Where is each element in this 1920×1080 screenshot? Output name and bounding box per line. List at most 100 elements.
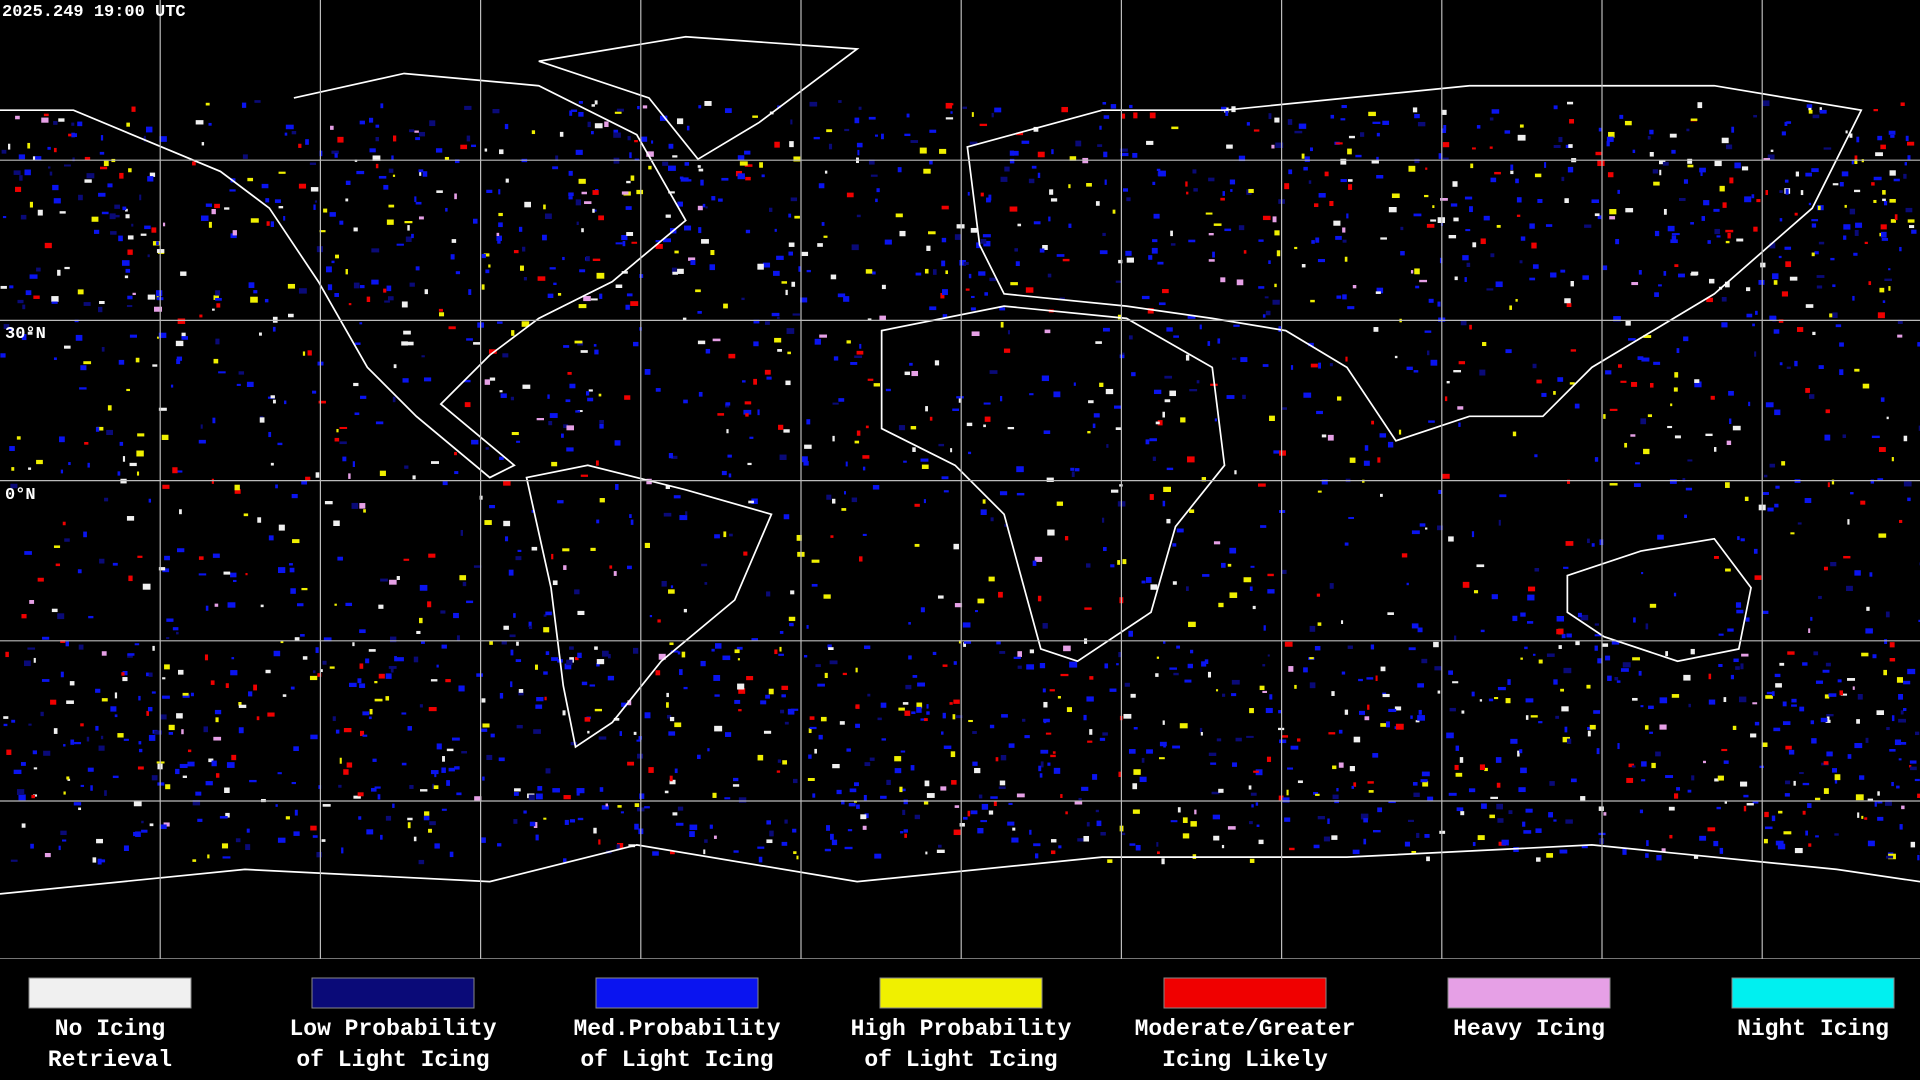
icing-pixel xyxy=(1693,855,1699,859)
icing-pixel xyxy=(192,161,196,166)
icing-pixel xyxy=(1663,208,1667,215)
icing-pixel xyxy=(904,371,910,376)
icing-pixel xyxy=(677,268,684,274)
icing-pixel xyxy=(761,174,765,178)
icing-pixel xyxy=(1877,791,1880,796)
icing-pixel xyxy=(419,617,423,624)
icing-pixel xyxy=(1391,193,1400,199)
icing-pixel xyxy=(1843,235,1847,240)
icing-pixel xyxy=(1787,651,1795,655)
icing-pixel xyxy=(1545,224,1553,227)
icing-pixel xyxy=(1483,215,1490,221)
icing-pixel xyxy=(832,498,836,504)
icing-pixel xyxy=(565,399,571,403)
icing-pixel xyxy=(9,446,15,451)
icing-pixel xyxy=(929,129,937,133)
icing-pixel xyxy=(1905,135,1909,142)
icing-pixel xyxy=(1437,525,1444,531)
icing-pixel xyxy=(121,672,125,676)
icing-pixel xyxy=(139,194,142,201)
icing-pixel xyxy=(1808,109,1813,114)
icing-pixel xyxy=(1119,148,1128,152)
icing-pixel xyxy=(418,131,426,137)
icing-pixel xyxy=(781,694,786,698)
icing-pixel xyxy=(118,359,125,365)
icing-pixel xyxy=(954,805,960,808)
icing-pixel xyxy=(18,794,26,801)
icing-pixel xyxy=(1891,457,1894,462)
icing-pixel xyxy=(1905,207,1913,213)
icing-pixel xyxy=(1671,233,1680,236)
icing-pixel xyxy=(319,230,326,233)
icing-pixel xyxy=(1479,369,1486,376)
icing-pixel xyxy=(1810,616,1813,621)
icing-pixel xyxy=(60,671,64,678)
icing-pixel xyxy=(1408,165,1416,172)
icing-pixel xyxy=(1498,519,1501,526)
icing-pixel xyxy=(587,730,590,734)
icing-pixel xyxy=(639,793,645,799)
icing-pixel xyxy=(1603,812,1607,816)
icing-pixel xyxy=(1180,417,1186,423)
icing-pixel xyxy=(778,424,784,430)
icing-pixel xyxy=(590,547,596,551)
icing-pixel xyxy=(360,395,367,399)
icing-pixel xyxy=(429,821,436,826)
icing-pixel xyxy=(243,513,249,517)
icing-pixel xyxy=(1616,680,1621,683)
icing-pixel xyxy=(1454,276,1458,281)
icing-pixel xyxy=(844,128,850,132)
icing-pixel xyxy=(385,673,392,679)
icing-pixel xyxy=(153,306,162,312)
icing-pixel xyxy=(925,406,928,412)
icing-pixel xyxy=(179,509,182,515)
icing-pixel xyxy=(885,388,891,392)
icing-pixel xyxy=(760,700,767,705)
icing-pixel xyxy=(215,297,222,301)
icing-pixel xyxy=(666,702,669,708)
icing-pixel xyxy=(1877,312,1885,319)
icing-pixel xyxy=(459,575,467,581)
icing-pixel xyxy=(1567,101,1574,105)
icing-pixel xyxy=(1591,199,1599,204)
icing-pixel xyxy=(1162,411,1165,418)
icing-pixel xyxy=(407,225,410,231)
icing-pixel xyxy=(1146,749,1153,754)
icing-pixel xyxy=(1553,679,1558,685)
icing-pixel xyxy=(323,637,332,642)
icing-pixel xyxy=(744,401,752,405)
icing-pixel xyxy=(1155,673,1159,677)
icing-pixel xyxy=(1398,429,1402,435)
icing-pixel xyxy=(1553,391,1556,395)
icing-pixel xyxy=(326,266,332,273)
icing-pixel xyxy=(296,603,304,607)
icing-pixel xyxy=(1854,368,1860,372)
icing-pixel xyxy=(655,240,661,243)
icing-pixel xyxy=(1835,324,1842,328)
icing-pixel xyxy=(1425,167,1428,170)
icing-pixel xyxy=(1754,351,1757,357)
icing-pixel xyxy=(528,625,533,630)
icing-pixel xyxy=(569,819,576,823)
icing-pixel xyxy=(1126,197,1131,202)
icing-pixel xyxy=(552,788,560,793)
icing-pixel xyxy=(1172,581,1177,585)
icing-pixel xyxy=(1718,663,1723,668)
icing-pixel xyxy=(1632,697,1638,701)
icing-pixel xyxy=(904,833,907,838)
icing-pixel xyxy=(1575,640,1580,646)
icing-pixel xyxy=(1083,714,1087,721)
icing-pixel xyxy=(1793,780,1796,786)
icing-pixel xyxy=(1886,727,1890,731)
icing-pixel xyxy=(1102,732,1108,736)
icing-pixel xyxy=(1824,694,1830,699)
icing-pixel xyxy=(1225,110,1229,116)
icing-pixel xyxy=(1781,291,1788,297)
icing-pixel xyxy=(441,808,447,811)
icing-pixel xyxy=(1017,223,1022,227)
icing-pixel xyxy=(817,683,825,687)
icing-pixel xyxy=(1262,314,1266,318)
icing-pixel xyxy=(818,734,823,740)
icing-pixel xyxy=(1918,425,1920,431)
icing-pixel xyxy=(569,383,576,389)
